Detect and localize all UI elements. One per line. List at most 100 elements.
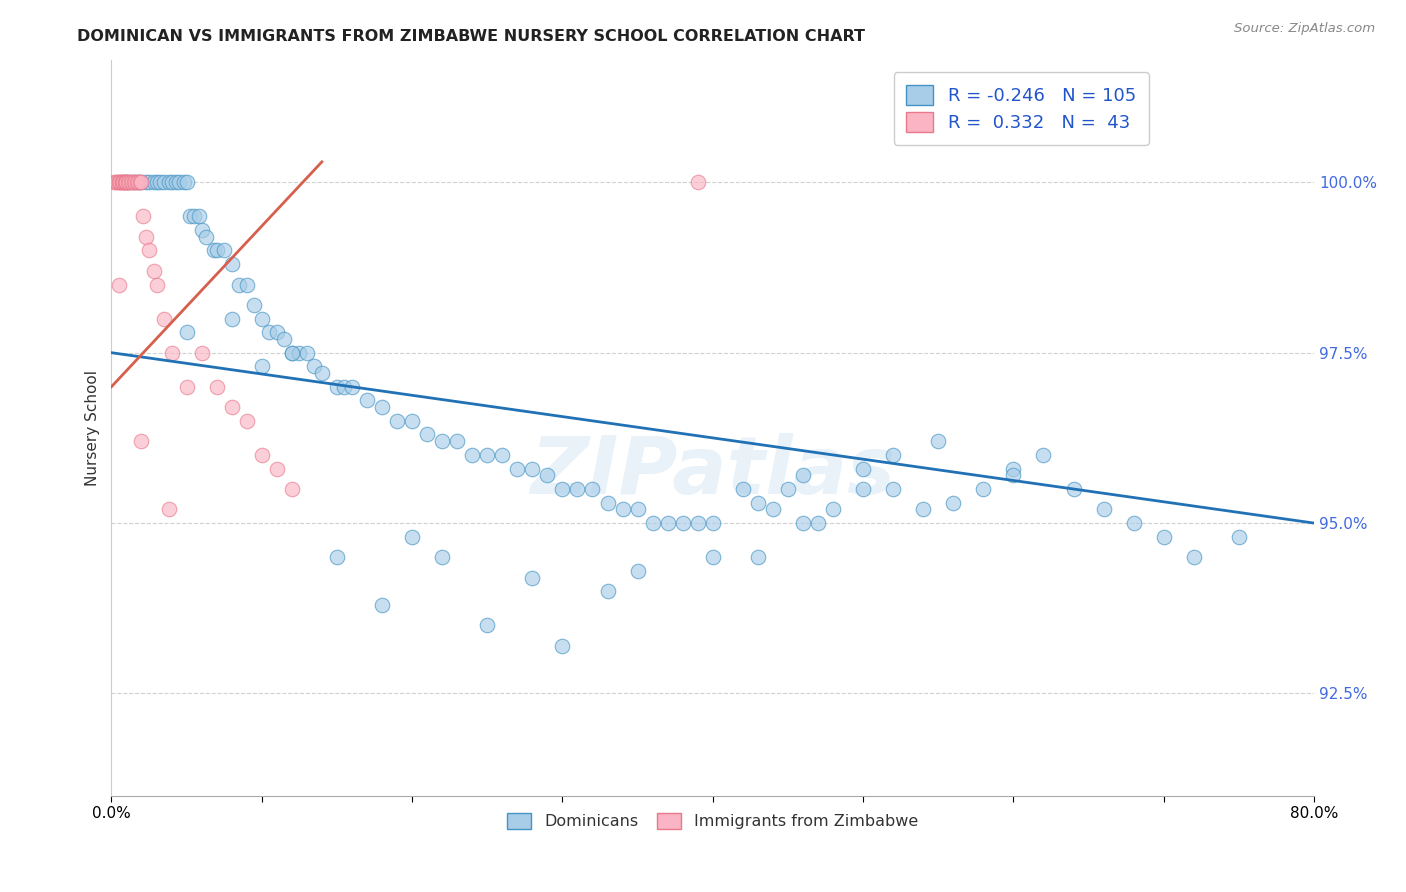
Point bbox=[626, 502, 648, 516]
Point bbox=[103, 175, 125, 189]
Point bbox=[114, 175, 136, 189]
Point bbox=[731, 482, 754, 496]
Point bbox=[1122, 516, 1144, 530]
Point bbox=[153, 311, 176, 326]
Point bbox=[243, 298, 266, 312]
Point bbox=[356, 393, 378, 408]
Point bbox=[250, 359, 273, 374]
Point bbox=[108, 175, 131, 189]
Point bbox=[202, 244, 225, 258]
Point bbox=[762, 502, 785, 516]
Point bbox=[912, 502, 935, 516]
Point bbox=[250, 448, 273, 462]
Point bbox=[596, 496, 619, 510]
Point bbox=[1153, 530, 1175, 544]
Point bbox=[1002, 468, 1025, 483]
Point bbox=[430, 434, 453, 449]
Point bbox=[195, 229, 218, 244]
Point bbox=[792, 516, 814, 530]
Point bbox=[132, 210, 155, 224]
Point bbox=[776, 482, 799, 496]
Text: ZIPatlas: ZIPatlas bbox=[530, 433, 896, 511]
Point bbox=[266, 325, 288, 339]
Point bbox=[108, 277, 131, 292]
Point bbox=[1032, 448, 1054, 462]
Point bbox=[266, 461, 288, 475]
Point bbox=[416, 427, 439, 442]
Point bbox=[1002, 461, 1025, 475]
Point bbox=[491, 448, 513, 462]
Point bbox=[821, 502, 844, 516]
Point bbox=[401, 414, 423, 428]
Point bbox=[477, 448, 499, 462]
Point bbox=[221, 401, 243, 415]
Point bbox=[1063, 482, 1085, 496]
Point bbox=[326, 380, 349, 394]
Point bbox=[747, 496, 769, 510]
Point bbox=[118, 175, 141, 189]
Point bbox=[1227, 530, 1250, 544]
Point bbox=[807, 516, 830, 530]
Point bbox=[235, 414, 257, 428]
Point bbox=[118, 175, 141, 189]
Point bbox=[160, 175, 183, 189]
Point bbox=[110, 175, 132, 189]
Point bbox=[522, 571, 544, 585]
Point bbox=[672, 516, 695, 530]
Text: DOMINICAN VS IMMIGRANTS FROM ZIMBABWE NURSERY SCHOOL CORRELATION CHART: DOMINICAN VS IMMIGRANTS FROM ZIMBABWE NU… bbox=[77, 29, 865, 44]
Point bbox=[131, 175, 153, 189]
Point bbox=[104, 175, 127, 189]
Point bbox=[176, 175, 198, 189]
Point bbox=[702, 516, 724, 530]
Point bbox=[107, 175, 129, 189]
Point bbox=[179, 210, 201, 224]
Point bbox=[125, 175, 148, 189]
Point bbox=[461, 448, 484, 462]
Point bbox=[477, 618, 499, 632]
Point bbox=[142, 264, 165, 278]
Point bbox=[122, 175, 145, 189]
Point bbox=[228, 277, 250, 292]
Point bbox=[281, 482, 304, 496]
Point bbox=[160, 345, 183, 359]
Point bbox=[124, 175, 146, 189]
Point bbox=[304, 359, 326, 374]
Point bbox=[112, 175, 135, 189]
Point bbox=[288, 345, 311, 359]
Point bbox=[148, 175, 170, 189]
Point bbox=[138, 244, 160, 258]
Point bbox=[212, 244, 235, 258]
Point bbox=[882, 482, 904, 496]
Point bbox=[145, 175, 167, 189]
Point bbox=[686, 175, 709, 189]
Point bbox=[927, 434, 949, 449]
Point bbox=[551, 482, 574, 496]
Point bbox=[792, 468, 814, 483]
Point bbox=[111, 175, 134, 189]
Point bbox=[115, 175, 138, 189]
Point bbox=[165, 175, 187, 189]
Point bbox=[551, 639, 574, 653]
Point bbox=[221, 311, 243, 326]
Point bbox=[1092, 502, 1115, 516]
Point bbox=[1182, 550, 1205, 565]
Point bbox=[221, 257, 243, 271]
Point bbox=[567, 482, 589, 496]
Point bbox=[190, 345, 212, 359]
Point bbox=[183, 210, 205, 224]
Point bbox=[250, 311, 273, 326]
Point bbox=[333, 380, 356, 394]
Point bbox=[108, 175, 131, 189]
Point bbox=[131, 175, 153, 189]
Point bbox=[972, 482, 994, 496]
Point bbox=[122, 175, 145, 189]
Point bbox=[173, 175, 195, 189]
Point bbox=[686, 516, 709, 530]
Point bbox=[205, 244, 228, 258]
Point bbox=[138, 175, 160, 189]
Point bbox=[626, 564, 648, 578]
Point bbox=[506, 461, 529, 475]
Point bbox=[142, 175, 165, 189]
Point bbox=[115, 175, 138, 189]
Point bbox=[157, 175, 180, 189]
